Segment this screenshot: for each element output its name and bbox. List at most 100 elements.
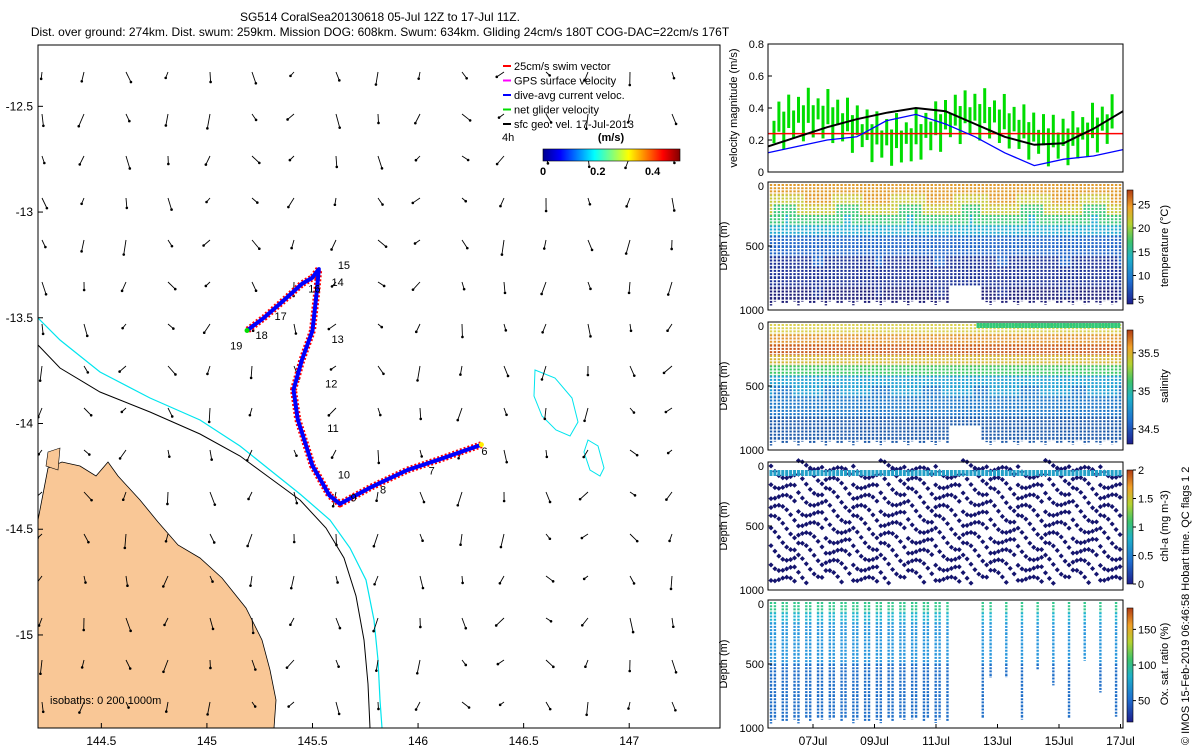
chl-data-point <box>980 558 986 564</box>
geo-velocity-arrowhead <box>34 496 37 499</box>
salinity-surface-point <box>995 323 999 328</box>
chl-data-point <box>999 529 1005 535</box>
chl-data-point <box>886 561 892 567</box>
geo-velocity-arrow <box>587 323 591 337</box>
chl-data-point <box>768 463 774 469</box>
chl-surface-point <box>977 470 981 476</box>
geo-velocity-arrowhead <box>505 460 509 464</box>
chl-data-point <box>768 504 774 511</box>
geo-velocity-arrowhead <box>78 163 82 166</box>
section-colorbar-tick-label: 0 <box>1138 579 1144 591</box>
chl-data-point <box>1058 490 1064 496</box>
geo-velocity-arrowhead <box>289 74 292 78</box>
chl-data-point <box>1027 484 1033 490</box>
chl-data-point <box>788 557 794 563</box>
chl-data-point <box>988 498 994 504</box>
chl-data-point <box>807 512 813 518</box>
geo-velocity-arrow <box>78 113 85 127</box>
section-y-tick-label: 0 <box>758 599 764 611</box>
chl-data-point <box>893 534 900 540</box>
geo-velocity-arrowhead <box>167 162 170 166</box>
chl-data-point <box>948 565 954 571</box>
chl-data-point <box>1011 491 1017 497</box>
chl-data-point <box>882 575 888 581</box>
chl-data-point <box>1090 528 1096 534</box>
geo-velocity-arrow <box>286 659 295 668</box>
chl-data-point <box>1054 547 1060 553</box>
chl-data-point <box>819 492 825 498</box>
chl-data-point <box>1101 494 1107 501</box>
geo-velocity-arrowhead <box>459 373 462 376</box>
geo-velocity-arrow <box>163 659 169 672</box>
section-colorbar <box>1126 189 1134 305</box>
chl-data-point <box>913 508 919 514</box>
geo-velocity-arrowhead <box>635 453 639 457</box>
chl-data-point <box>799 540 805 546</box>
chl-data-point <box>835 547 841 553</box>
chl-data-point <box>952 531 958 537</box>
geo-velocity-arrowhead <box>292 540 296 544</box>
geo-velocity-arrow <box>209 533 215 543</box>
chl-data-point <box>944 540 951 546</box>
chl-data-point <box>799 523 805 529</box>
geo-velocity-arrow <box>335 617 341 629</box>
chl-data-point <box>1019 549 1025 555</box>
chl-surface-point <box>1008 470 1012 476</box>
chl-data-point <box>1078 489 1084 495</box>
geo-velocity-arrow <box>461 701 470 708</box>
chart-title-line2: Dist. over ground: 274km. Dist. swum: 25… <box>30 25 730 39</box>
geo-velocity-arrow <box>546 744 549 750</box>
chl-data-point <box>819 464 825 470</box>
chl-data-point <box>772 485 778 491</box>
chl-data-point <box>815 574 821 580</box>
geo-velocity-arrowhead <box>372 544 376 548</box>
track-day-label: 16 <box>308 283 320 295</box>
geo-velocity-arrowhead <box>212 541 216 544</box>
geo-velocity-arrow <box>251 281 257 291</box>
geo-velocity-arrowhead <box>336 581 339 584</box>
chl-data-point <box>1086 537 1092 543</box>
geo-velocity-arrowhead <box>375 499 378 502</box>
chl-data-point <box>1113 565 1119 571</box>
salinity-surface-point <box>979 323 983 328</box>
chl-surface-point <box>945 470 949 476</box>
geo-velocity-arrowhead <box>210 458 213 461</box>
time-x-tick-label: 13Jul <box>983 734 1012 748</box>
chl-data-point <box>1054 502 1060 508</box>
geo-velocity-arrowhead <box>467 706 471 709</box>
chl-data-point <box>866 544 872 550</box>
chl-data-point <box>964 540 970 546</box>
velocity-y-tick-label: 0 <box>758 167 764 179</box>
chl-data-point <box>991 558 998 564</box>
chl-data-point <box>819 481 825 487</box>
chl-data-point <box>1070 485 1076 491</box>
chl-data-point <box>933 495 939 502</box>
chl-data-point <box>882 476 888 482</box>
geo-velocity-arrowhead <box>254 289 258 293</box>
speed-colorbar <box>542 148 681 162</box>
chl-data-point <box>831 570 837 576</box>
chl-data-point <box>1086 561 1092 567</box>
chl-data-point <box>980 501 986 507</box>
chl-data-point <box>929 571 935 577</box>
geo-velocity-arrowhead <box>499 545 503 549</box>
geo-velocity-arrow <box>38 617 43 626</box>
geo-velocity-arrow <box>119 449 127 459</box>
chl-data-point <box>1097 512 1103 518</box>
chl-surface-point <box>1051 470 1055 476</box>
chl-surface-point <box>812 470 816 476</box>
chl-data-point <box>858 553 864 559</box>
section-colorbar-tick-label: 34.5 <box>1138 424 1159 436</box>
chl-data-point <box>1042 490 1049 496</box>
chl-surface-point <box>887 470 891 476</box>
chl-data-point <box>1113 527 1119 533</box>
geo-velocity-arrowhead <box>327 414 331 417</box>
geo-velocity-arrow <box>167 281 176 290</box>
chl-data-point <box>1097 482 1103 488</box>
chl-data-point <box>1101 484 1107 491</box>
chl-surface-point <box>851 470 855 476</box>
geo-velocity-arrowhead <box>496 662 500 666</box>
geo-velocity-arrow <box>671 113 677 125</box>
chl-surface-point <box>840 470 844 476</box>
map-axes-frame <box>37 44 721 729</box>
